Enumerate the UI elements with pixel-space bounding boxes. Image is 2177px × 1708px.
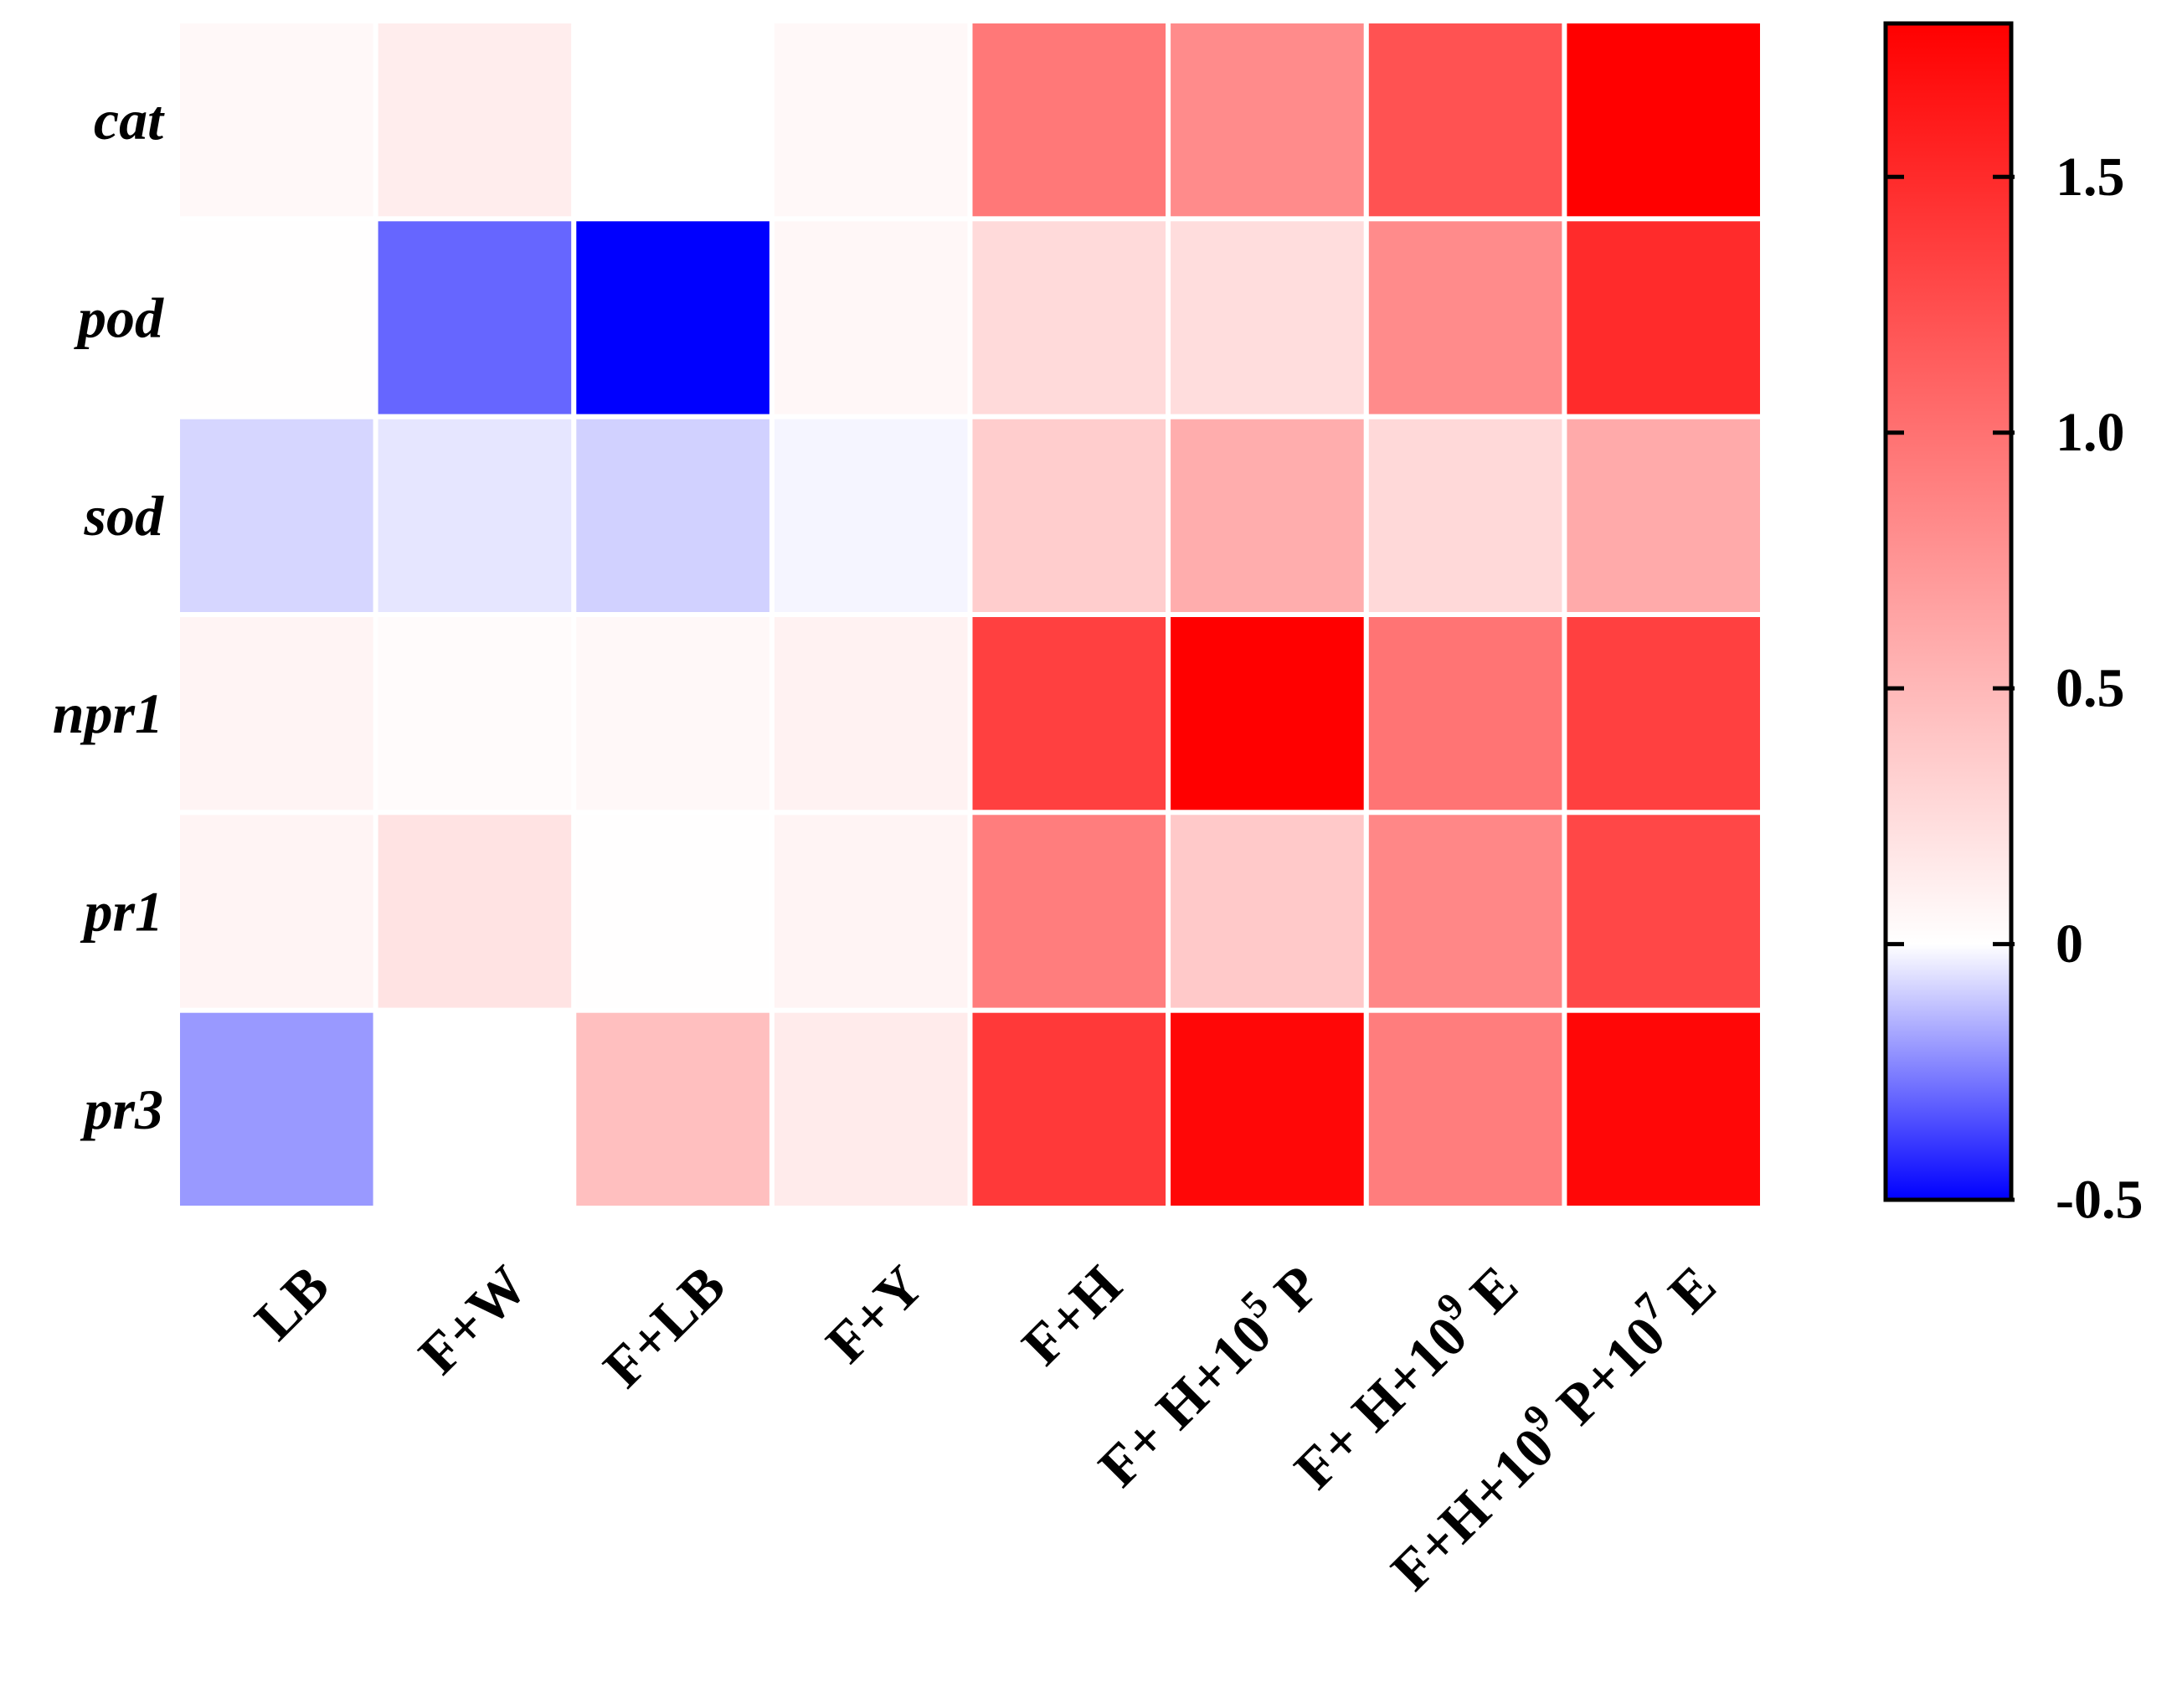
heatmap-cell-sod-col5 bbox=[972, 419, 1166, 612]
heatmap-cell-npr1-col5 bbox=[972, 617, 1166, 810]
colorbar-tick-label-4: 1.0 bbox=[2056, 402, 2125, 463]
heatmap-cell-pr1-col4 bbox=[774, 815, 968, 1008]
heatmap-cell-pr3-col3 bbox=[576, 1012, 769, 1206]
heatmap-cell-cat-col3 bbox=[576, 23, 769, 217]
heatmap-cell-npr1-col3 bbox=[576, 617, 769, 810]
heatmap-cell-cat-col7 bbox=[1368, 23, 1562, 217]
heatmap-cell-pod-col8 bbox=[1567, 221, 1760, 414]
heatmap-cell-pr3-col5 bbox=[972, 1012, 1166, 1206]
column-label-1: LB bbox=[242, 1253, 341, 1352]
heatmap-cell-sod-col4 bbox=[774, 419, 968, 612]
heatmap-cell-npr1-col7 bbox=[1368, 617, 1562, 810]
column-label-8: F+H+109 P+107 E bbox=[1373, 1248, 1728, 1603]
heatmap-cell-pod-col2 bbox=[378, 221, 572, 414]
heatmap-cell-cat-col6 bbox=[1171, 23, 1364, 217]
column-label-2: F+W bbox=[406, 1253, 539, 1386]
heatmap-cell-cat-col2 bbox=[378, 23, 572, 217]
heatmap-cell-sod-col3 bbox=[576, 419, 769, 612]
heatmap-cell-pr1-col7 bbox=[1368, 815, 1562, 1008]
heatmap-cell-npr1-col4 bbox=[774, 617, 968, 810]
row-label-cat: cat bbox=[94, 88, 165, 152]
column-label-4: F+Y bbox=[814, 1253, 935, 1375]
heatmap-cells bbox=[180, 23, 1760, 1206]
colorbar-tick-label-3: 0.5 bbox=[2056, 658, 2125, 719]
row-label-pod: pod bbox=[74, 286, 164, 350]
heatmap-cell-cat-col1 bbox=[180, 23, 373, 217]
row-label-pr3: pr3 bbox=[80, 1078, 163, 1141]
colorbar-tick-label-5: 1.5 bbox=[2056, 147, 2125, 208]
heatmap-cell-cat-col8 bbox=[1567, 23, 1760, 217]
colorbar: -0.5 0 0.5 1.0 1.5 bbox=[1883, 21, 2143, 1231]
column-labels: LB F+W F+LB F+Y F+HF+ H+105 PF+ H+109 EF+H+1… bbox=[242, 1248, 1728, 1603]
heatmap-cell-pr1-col8 bbox=[1567, 815, 1760, 1008]
colorbar-tick-label-1: -0.5 bbox=[2056, 1170, 2143, 1231]
heatmap-cell-pod-col5 bbox=[972, 221, 1166, 414]
heatmap-cell-pod-col3 bbox=[576, 221, 769, 414]
heatmap-cell-npr1-col1 bbox=[180, 617, 373, 810]
heatmap-cell-npr1-col2 bbox=[378, 617, 572, 810]
row-label-sod: sod bbox=[84, 484, 164, 548]
heatmap-cell-cat-col4 bbox=[774, 23, 968, 217]
heatmap-cell-npr1-col8 bbox=[1567, 617, 1760, 810]
heatmap-cell-pr1-col3 bbox=[576, 815, 769, 1008]
heatmap-cell-pr3-col2 bbox=[378, 1012, 572, 1206]
colorbar-gradient bbox=[1883, 21, 2014, 1202]
heatmap-cell-pr3-col6 bbox=[1171, 1012, 1364, 1206]
heatmap-cell-pod-col1 bbox=[180, 221, 373, 414]
heatmap-cell-sod-col7 bbox=[1368, 419, 1562, 612]
heatmap-cell-pr3-col8 bbox=[1567, 1012, 1760, 1206]
colorbar-tick-label-2: 0 bbox=[2056, 913, 2083, 975]
heatmap-cell-sod-col1 bbox=[180, 419, 373, 612]
heatmap-cell-sod-col8 bbox=[1567, 419, 1760, 612]
heatmap-cell-sod-col6 bbox=[1171, 419, 1364, 612]
heatmap-cell-pr1-col1 bbox=[180, 815, 373, 1008]
heatmap-cell-pod-col4 bbox=[774, 221, 968, 414]
heatmap-cell-npr1-col6 bbox=[1171, 617, 1364, 810]
heatmap-cell-sod-col2 bbox=[378, 419, 572, 612]
column-label-3: F+LB bbox=[591, 1253, 738, 1400]
heatmap-cell-cat-col5 bbox=[972, 23, 1166, 217]
row-label-npr1: npr1 bbox=[53, 682, 163, 745]
heatmap-cell-pr1-col5 bbox=[972, 815, 1166, 1008]
row-label-pr1: pr1 bbox=[80, 880, 163, 944]
heatmap-cell-pr3-col1 bbox=[180, 1012, 373, 1206]
heatmap-cell-pr1-col6 bbox=[1171, 815, 1364, 1008]
heatmap-cell-pr1-col2 bbox=[378, 815, 572, 1008]
heatmap-cell-pr3-col7 bbox=[1368, 1012, 1562, 1206]
heatmap-cell-pod-col7 bbox=[1368, 221, 1562, 414]
row-labels: cat pod sod npr1 pr1 pr3 bbox=[53, 88, 165, 1141]
column-label-5: F+H bbox=[1010, 1253, 1134, 1377]
heatmap-cell-pr3-col4 bbox=[774, 1012, 968, 1206]
heatmap-cell-pod-col6 bbox=[1171, 221, 1364, 414]
